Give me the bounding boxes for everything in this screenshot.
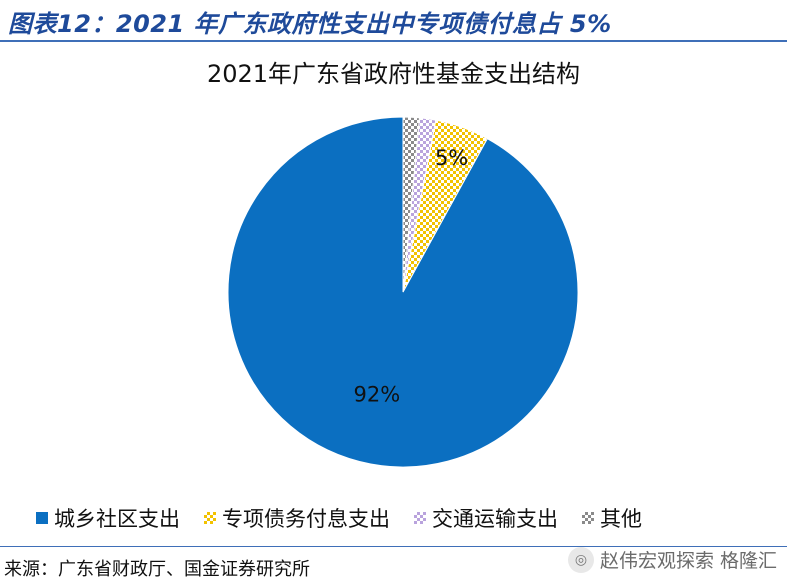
figure-title: 图表12：2021 年广东政府性支出中专项债付息占 5% bbox=[8, 10, 612, 38]
watermark-text: 赵伟宏观探索 bbox=[599, 550, 714, 572]
legend-swatch bbox=[582, 512, 594, 524]
legend-label: 专项债务付息支出 bbox=[222, 507, 390, 531]
legend-item-transport: 交通运输支出 bbox=[414, 503, 558, 533]
legend-item-other: 其他 bbox=[582, 503, 642, 533]
legend-swatch bbox=[414, 512, 426, 524]
legend-item-special-bond-interest: 专项债务付息支出 bbox=[204, 503, 390, 533]
wechat-icon: ◎ bbox=[567, 546, 594, 573]
legend-swatch bbox=[204, 512, 216, 524]
legend-label: 其他 bbox=[600, 507, 642, 531]
chart-title: 2021年广东省政府性基金支出结构 bbox=[206, 60, 581, 88]
source-note: 来源：广东省财政厅、国金证券研究所 bbox=[4, 559, 310, 580]
legend-label: 交通运输支出 bbox=[432, 507, 558, 531]
watermark: ◎ 赵伟宏观探索 格隆汇 bbox=[567, 546, 777, 573]
title-divider bbox=[0, 40, 787, 42]
watermark-sub: 格隆汇 bbox=[719, 550, 777, 572]
bottom-divider bbox=[0, 546, 787, 547]
legend-item-urban-rural: 城乡社区支出 bbox=[36, 503, 180, 533]
legend-label: 城乡社区支出 bbox=[54, 507, 180, 531]
data-label-1: 5% bbox=[435, 146, 468, 170]
legend: 城乡社区支出 专项债务付息支出 交通运输支出 其他 bbox=[36, 505, 776, 531]
pie-slice-3 bbox=[402, 116, 421, 293]
legend-swatch bbox=[36, 512, 48, 524]
data-label-0: 92% bbox=[354, 383, 401, 407]
